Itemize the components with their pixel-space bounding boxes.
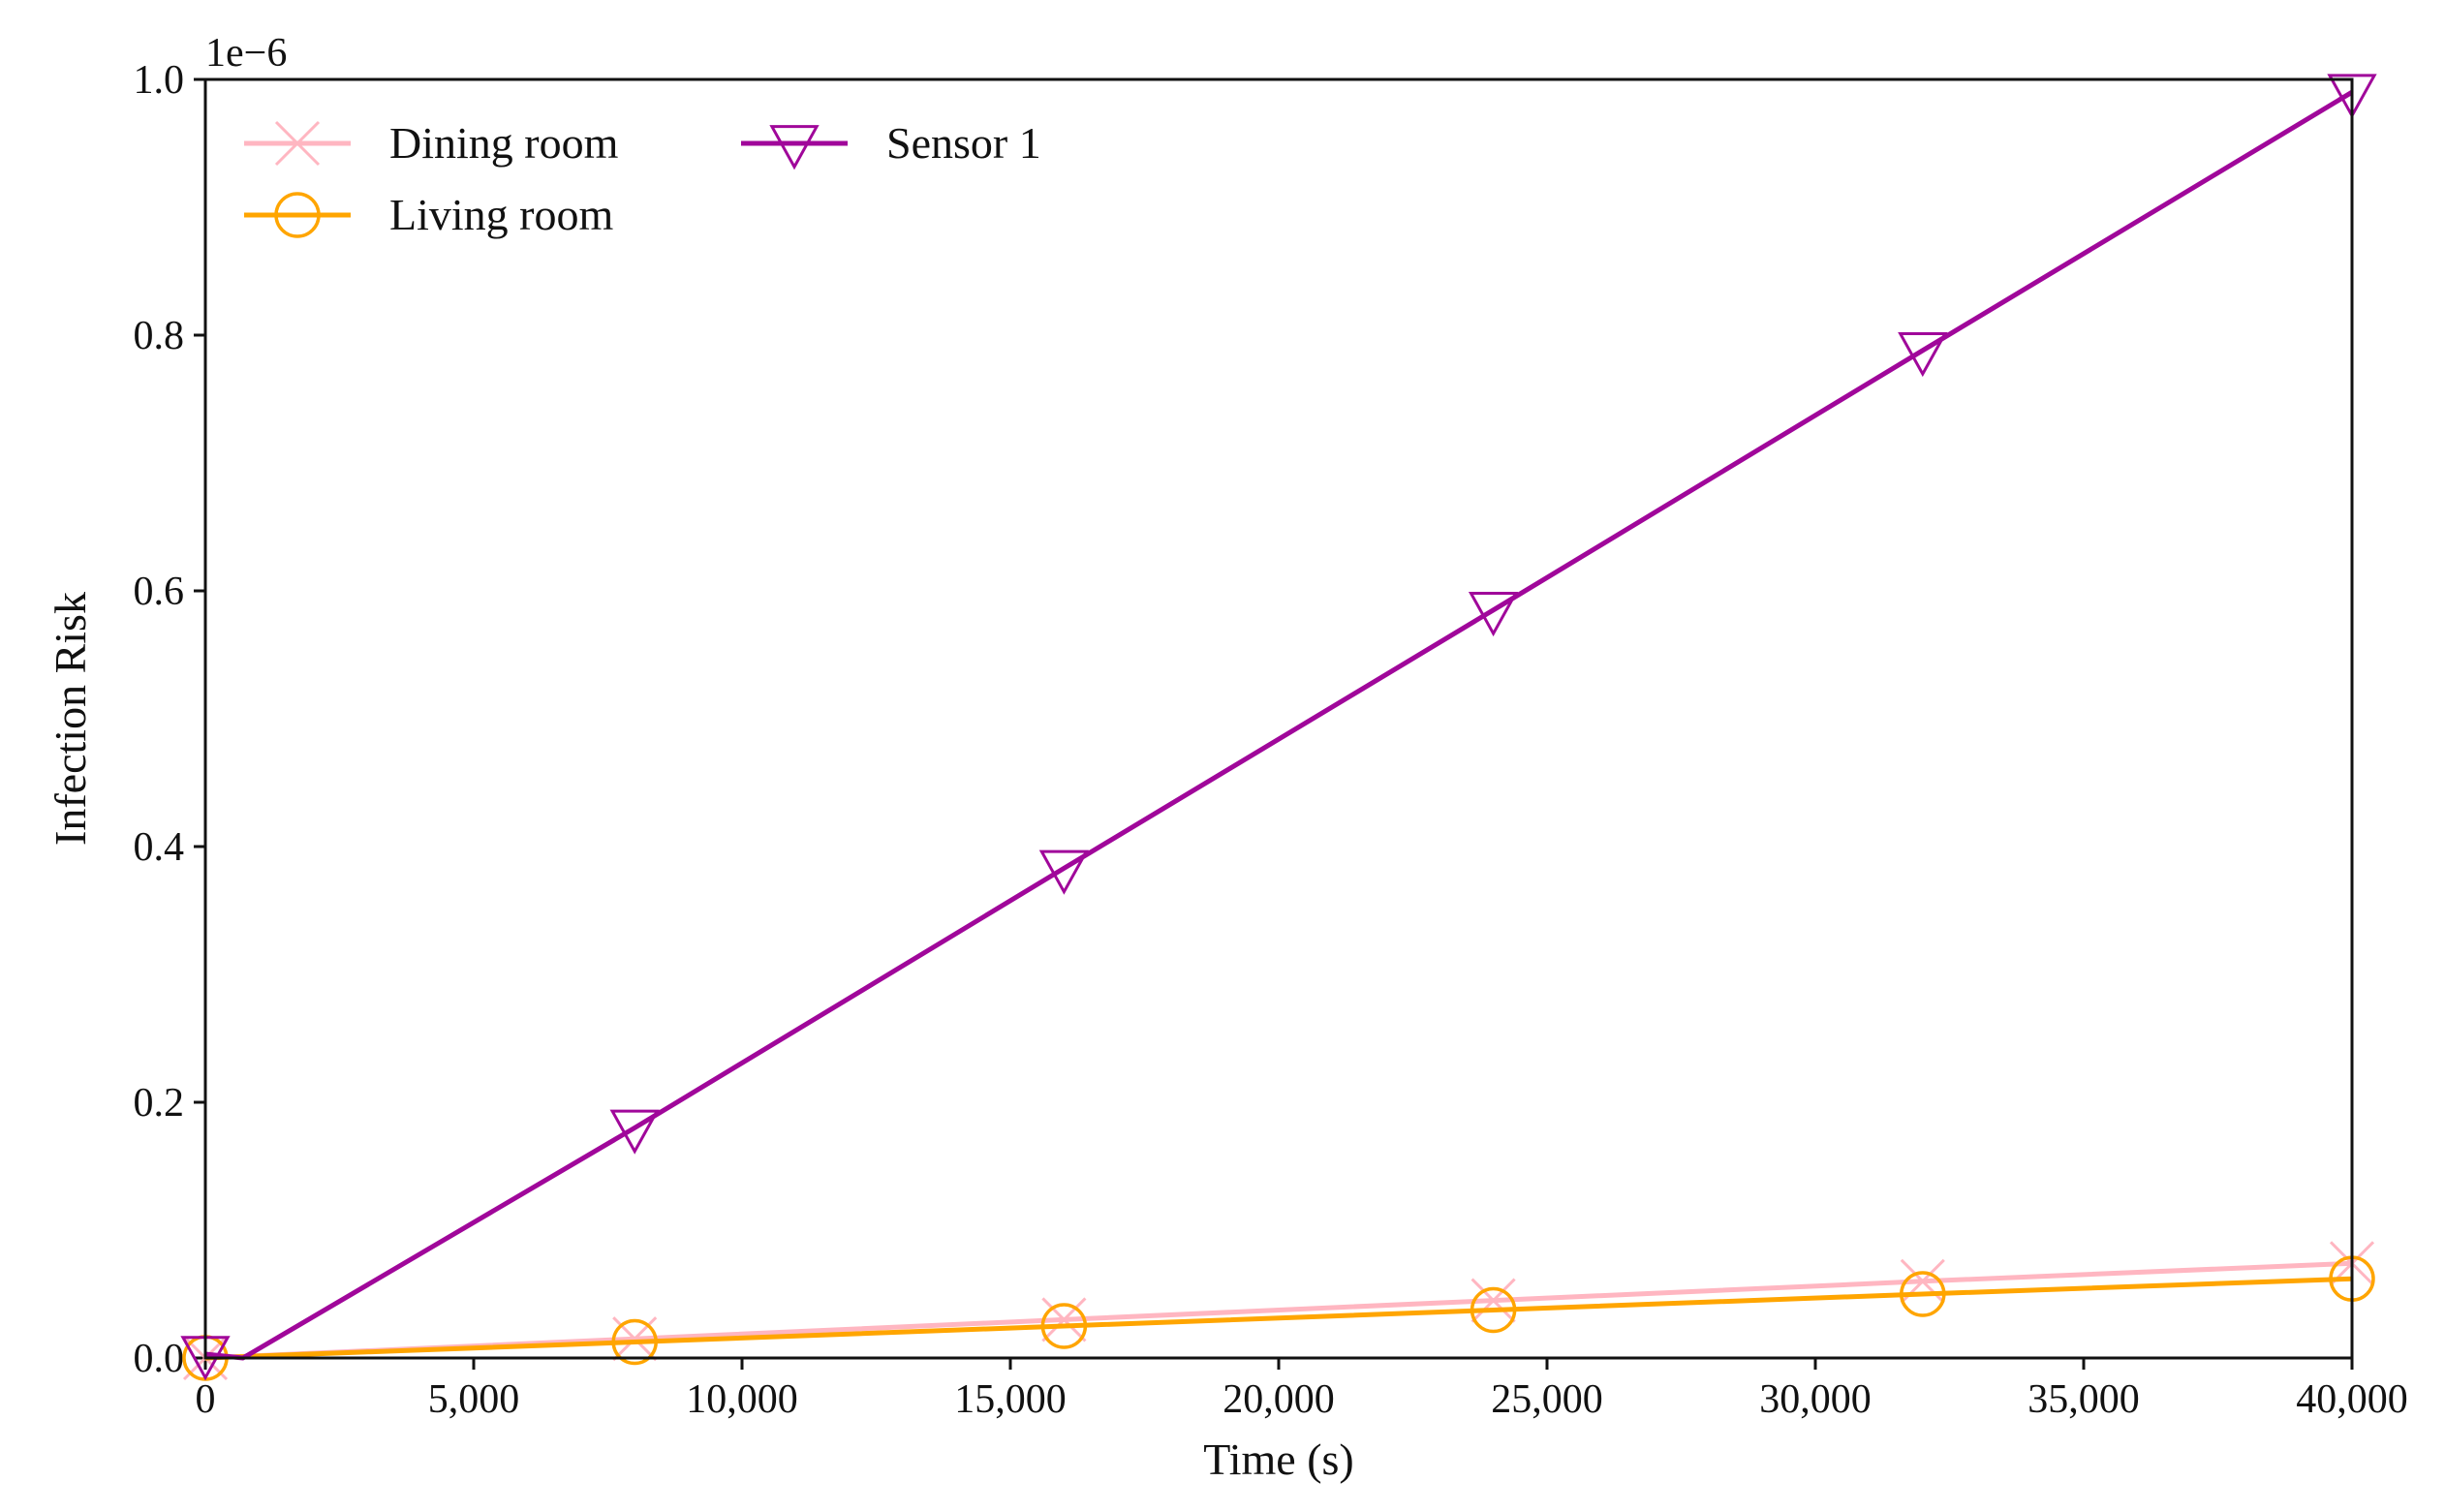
series-line-living-room [204, 1276, 2353, 1361]
legend-entry-living-room: Living room [244, 190, 613, 239]
series-sensor-1 [180, 74, 2377, 1381]
data-point-sensor-1 [1898, 332, 1948, 378]
legend-label: Dining room [389, 118, 619, 168]
data-point-living-room [1040, 1303, 1088, 1349]
y-axis-offset-label: 1e−6 [205, 31, 287, 76]
legend-marker [274, 120, 321, 167]
x-tick-label: 30,000 [1759, 1377, 1872, 1422]
x-tick-label: 40,000 [2296, 1377, 2408, 1422]
plot-frame [203, 77, 2354, 1360]
y-tick-label: 1.0 [134, 58, 185, 103]
y-axis-title: Infection Risk [46, 592, 95, 846]
data-point-living-room [1470, 1286, 1517, 1334]
x-tick-label: 15,000 [954, 1377, 1067, 1422]
y-tick-label: 0.4 [134, 825, 185, 870]
x-tick-label: 35,000 [2027, 1377, 2140, 1422]
x-tick-label: 0 [196, 1377, 216, 1422]
data-point-sensor-1 [609, 1109, 660, 1155]
data-point-sensor-1 [1038, 849, 1090, 895]
data-point-dining-room [1041, 1297, 1087, 1342]
x-tick-label: 5,000 [428, 1377, 520, 1422]
legend: Dining room Living room Sensor 1 [244, 118, 1041, 239]
data-point-living-room [1900, 1271, 1946, 1317]
x-tick-label: 25,000 [1491, 1377, 1603, 1422]
data-point-sensor-1 [1468, 591, 1519, 637]
y-tick-label: 0.0 [134, 1337, 185, 1381]
legend-label: Living room [389, 190, 613, 239]
x-tick-label: 20,000 [1222, 1377, 1335, 1422]
y-tick-label: 0.6 [134, 570, 185, 614]
legend-label: Sensor 1 [886, 118, 1041, 168]
data-point-living-room [611, 1318, 658, 1366]
series-line-dining-room [204, 1260, 2353, 1361]
y-tick-label: 0.8 [134, 314, 185, 358]
y-tick-label: 0.2 [134, 1081, 185, 1126]
x-tick-label: 10,000 [686, 1377, 798, 1422]
legend-marker [274, 192, 321, 238]
x-axis-title: Time (s) [1203, 1435, 1354, 1484]
series-layer [180, 74, 2377, 1381]
data-point-sensor-1 [2327, 74, 2377, 119]
axes: 0 5,000 10,000 15,000 20,000 25,000 30,000 35,0… [134, 58, 2408, 1422]
legend-entry-dining-room: Dining room [244, 118, 619, 168]
series-line-sensor-1 [204, 90, 2354, 1361]
legend-entry-sensor-1: Sensor 1 [741, 118, 1041, 170]
legend-marker [769, 125, 820, 170]
data-point-dining-room [1470, 1278, 1516, 1323]
